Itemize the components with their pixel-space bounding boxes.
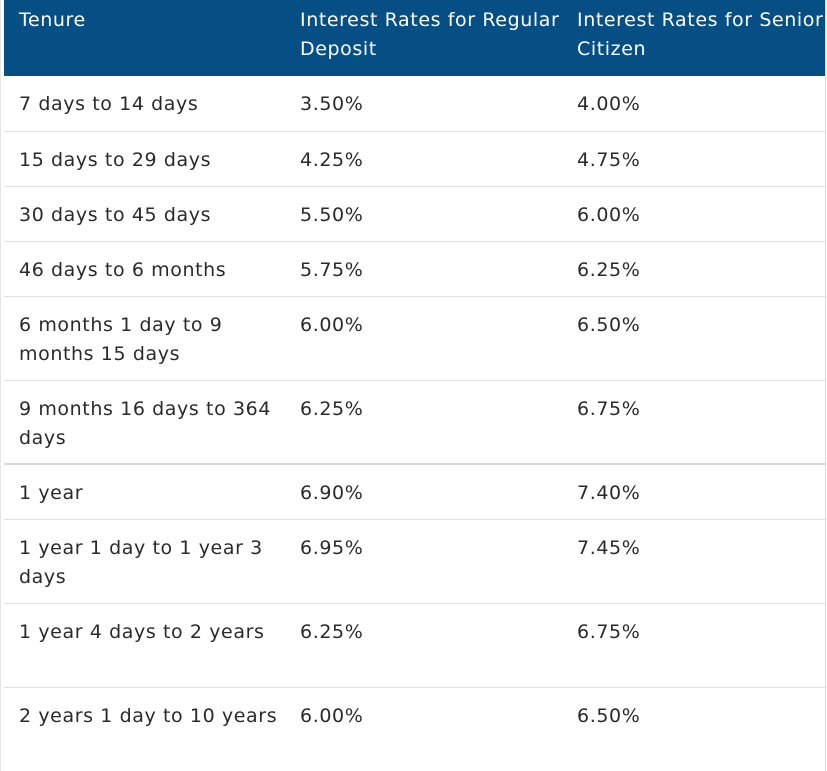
table-body: 7 days to 14 days 3.50% 4.00% 15 days to… xyxy=(4,76,826,771)
table-row: 46 days to 6 months 5.75% 6.25% xyxy=(4,241,826,297)
table-row: 2 years 1 day to 10 years 6.00% 6.50% xyxy=(4,687,826,771)
regular-rate-cell: 6.95% xyxy=(284,519,561,604)
regular-rate-cell: 5.75% xyxy=(284,241,561,297)
regular-rate-cell: 4.25% xyxy=(284,131,561,187)
table-row: 30 days to 45 days 5.50% 6.00% xyxy=(4,186,826,242)
table-header: Tenure Interest Rates for Regular Deposi… xyxy=(4,0,826,76)
tenure-cell: 6 months 1 day to 9 months 15 days xyxy=(4,296,284,381)
tenure-cell: 1 year 1 day to 1 year 3 days xyxy=(4,519,284,604)
tenure-cell: 30 days to 45 days xyxy=(4,186,284,242)
tenure-cell: 9 months 16 days to 364 days xyxy=(4,380,284,465)
table-right-border xyxy=(825,0,826,771)
regular-rate-cell: 6.90% xyxy=(284,464,561,520)
regular-rate-cell: 3.50% xyxy=(284,76,561,132)
tenure-cell: 7 days to 14 days xyxy=(4,76,284,132)
table-row: 6 months 1 day to 9 months 15 days 6.00%… xyxy=(4,296,826,381)
tenure-cell: 2 years 1 day to 10 years xyxy=(19,704,278,727)
regular-rate-cell: 6.25% xyxy=(284,380,561,465)
header-senior-rate: Interest Rates for Senior Citizen xyxy=(577,9,824,60)
senior-rate-cell: 6.50% xyxy=(577,704,641,727)
senior-rate-cell: 6.00% xyxy=(561,186,826,242)
table-row: 15 days to 29 days 4.25% 4.75% xyxy=(4,131,826,187)
table-row: 7 days to 14 days 3.50% 4.00% xyxy=(4,76,826,132)
senior-rate-cell: 7.45% xyxy=(561,519,826,604)
table-row: 1 year 6.90% 7.40% xyxy=(4,464,826,520)
regular-rate-cell: 5.50% xyxy=(284,186,561,242)
header-tenure: Tenure xyxy=(19,9,86,31)
senior-rate-cell: 6.25% xyxy=(561,241,826,297)
table-row: 1 year 1 day to 1 year 3 days 6.95% 7.45… xyxy=(4,519,826,604)
senior-rate-cell: 4.00% xyxy=(561,76,826,132)
tenure-cell: 1 year 4 days to 2 years xyxy=(4,603,284,688)
senior-rate-cell: 6.50% xyxy=(561,296,826,381)
senior-rate-cell: 6.75% xyxy=(561,603,826,688)
table-row: 9 months 16 days to 364 days 6.25% 6.75% xyxy=(4,380,826,465)
senior-rate-cell: 6.75% xyxy=(561,380,826,465)
tenure-cell: 15 days to 29 days xyxy=(4,131,284,187)
tenure-cell: 46 days to 6 months xyxy=(4,241,284,297)
senior-rate-cell: 4.75% xyxy=(561,131,826,187)
tenure-cell: 1 year xyxy=(4,464,284,520)
senior-rate-cell: 7.40% xyxy=(561,464,826,520)
regular-rate-cell: 6.25% xyxy=(284,603,561,688)
table-row: 1 year 4 days to 2 years 6.25% 6.75% xyxy=(4,603,826,688)
header-regular-rate: Interest Rates for Regular Deposit xyxy=(300,9,560,60)
interest-rate-table: Tenure Interest Rates for Regular Deposi… xyxy=(4,0,826,771)
regular-rate-cell: 6.00% xyxy=(300,704,364,727)
regular-rate-cell: 6.00% xyxy=(284,296,561,381)
header-row: Tenure Interest Rates for Regular Deposi… xyxy=(4,0,826,76)
